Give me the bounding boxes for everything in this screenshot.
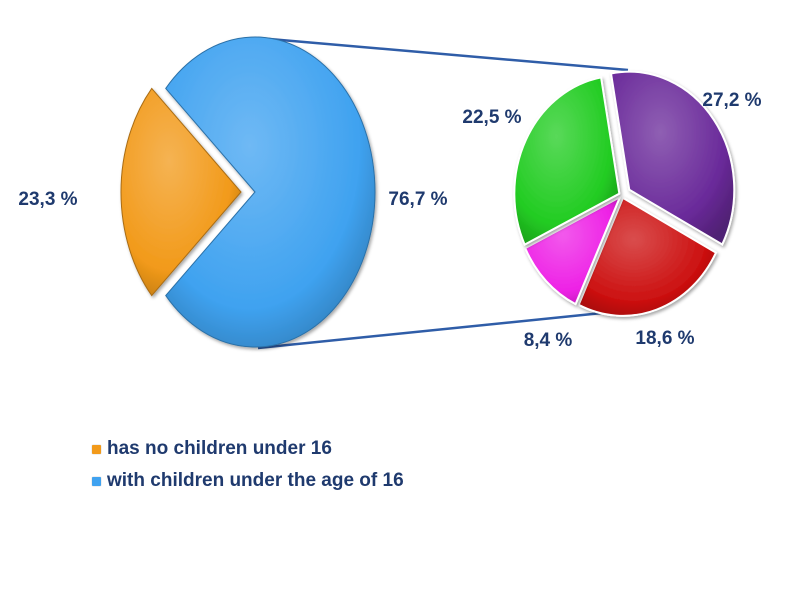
legend-label-with-children: with children under the age of 16 — [107, 470, 404, 491]
main-pie — [120, 36, 376, 348]
pie-slice-has-no-children-under-16 — [120, 87, 242, 297]
sub-pie-slice-1 — [609, 70, 736, 246]
sub-pie-slice-3 — [523, 194, 622, 306]
legend: has no children under 16 with children u… — [92, 436, 404, 500]
pie-slice-with-children-under-the-age-of-16 — [165, 36, 376, 348]
sub-data-label-4: 22,5 % — [462, 107, 521, 128]
sub-pie-slice-4 — [513, 76, 621, 247]
sub-data-label-1: 27,2 % — [702, 90, 761, 111]
sub-pie-slice-2 — [577, 196, 718, 317]
secondary-pie — [513, 70, 736, 317]
connector-line-1 — [257, 36, 629, 72]
data-label-has-no-children-under-16: 23,3 % — [18, 189, 77, 210]
legend-item-no-children: has no children under 16 — [92, 436, 404, 462]
data-label-with-children-under-the-age-of-16: 76,7 % — [388, 189, 447, 210]
legend-swatch-with-children — [92, 476, 101, 486]
data-labels: 23,3 % 76,7 % 27,2 % 18,6 % 8,4 % 22,5 % — [18, 90, 761, 351]
sub-data-label-2: 18,6 % — [635, 328, 694, 349]
connector-line-2 — [257, 310, 613, 350]
legend-label-no-children: has no children under 16 — [107, 438, 332, 459]
legend-item-with-children: with children under the age of 16 — [92, 468, 404, 494]
legend-swatch-no-children — [92, 444, 101, 454]
connector-lines — [257, 36, 629, 350]
sub-data-label-3: 8,4 % — [524, 330, 573, 351]
